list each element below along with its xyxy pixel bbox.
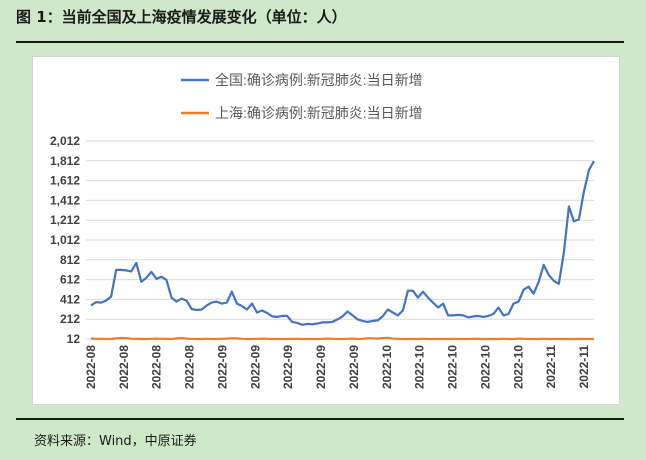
x-tick-label: 2022-09	[314, 345, 328, 389]
legend-label-shanghai: 上海:确诊病例:新冠肺炎:当日新增	[215, 105, 423, 121]
figure-title: 图 1：当前全国及上海疫情发展变化（单位：人）	[16, 8, 347, 26]
x-tick-label: 2022-09	[215, 345, 229, 389]
x-tick-label: 2022-10	[413, 345, 427, 389]
y-tick-label: 2,012	[50, 134, 80, 148]
line-chart: 全国:确诊病例:新冠肺炎:当日新增 上海:确诊病例:新冠肺炎:当日新增 2,01…	[50, 72, 595, 389]
series-line-shanghai	[90, 336, 594, 341]
y-tick-label: 412	[60, 292, 80, 306]
top-rule	[16, 41, 624, 43]
y-tick-label: 1,412	[50, 193, 80, 207]
x-tick-label: 2022-11	[577, 345, 591, 389]
x-tick-label: 2022-11	[544, 345, 558, 389]
x-tick-label: 2022-08	[150, 345, 164, 389]
x-tick-label: 2022-10	[478, 345, 492, 389]
x-tick-label: 2022-10	[511, 345, 525, 389]
x-tick-label: 2022-08	[84, 345, 98, 389]
legend: 全国:确诊病例:新冠肺炎:当日新增 上海:确诊病例:新冠肺炎:当日新增	[181, 72, 423, 121]
y-tick-label: 612	[60, 273, 80, 287]
series-line-national	[90, 160, 595, 326]
x-tick-label: 2022-10	[380, 345, 394, 389]
legend-label-national: 全国:确诊病例:新冠肺炎:当日新增	[215, 72, 423, 88]
y-tick-label: 212	[60, 312, 80, 326]
x-tick-label: 2022-09	[347, 345, 361, 389]
source-note: 资料来源：Wind，中原证券	[34, 434, 197, 449]
y-tick-label: 1,212	[50, 213, 80, 227]
x-tick-label: 2022-10	[446, 345, 460, 389]
gridlines	[86, 140, 594, 340]
y-tick-label: 1,012	[50, 233, 80, 247]
y-axis-ticks: 2,012 1,812 1,612 1,412 1,212 1,012 812 612 412 2…	[50, 134, 80, 346]
y-tick-label: 812	[60, 253, 80, 267]
bottom-rule	[16, 418, 624, 420]
y-tick-label: 12	[67, 332, 81, 346]
chart-card: 全国:确诊病例:新冠肺炎:当日新增 上海:确诊病例:新冠肺炎:当日新增 2,01…	[32, 56, 620, 405]
series-lines	[90, 160, 595, 341]
y-tick-label: 1,812	[50, 154, 80, 168]
x-axis-ticks: 2022-08 2022-08 2022-08 2022-08 2022-09 2022-…	[84, 345, 591, 389]
x-tick-label: 2022-08	[117, 345, 131, 389]
x-tick-label: 2022-08	[183, 345, 197, 389]
x-tick-label: 2022-09	[248, 345, 262, 389]
x-tick-label: 2022-09	[281, 345, 295, 389]
y-tick-label: 1,612	[50, 174, 80, 188]
